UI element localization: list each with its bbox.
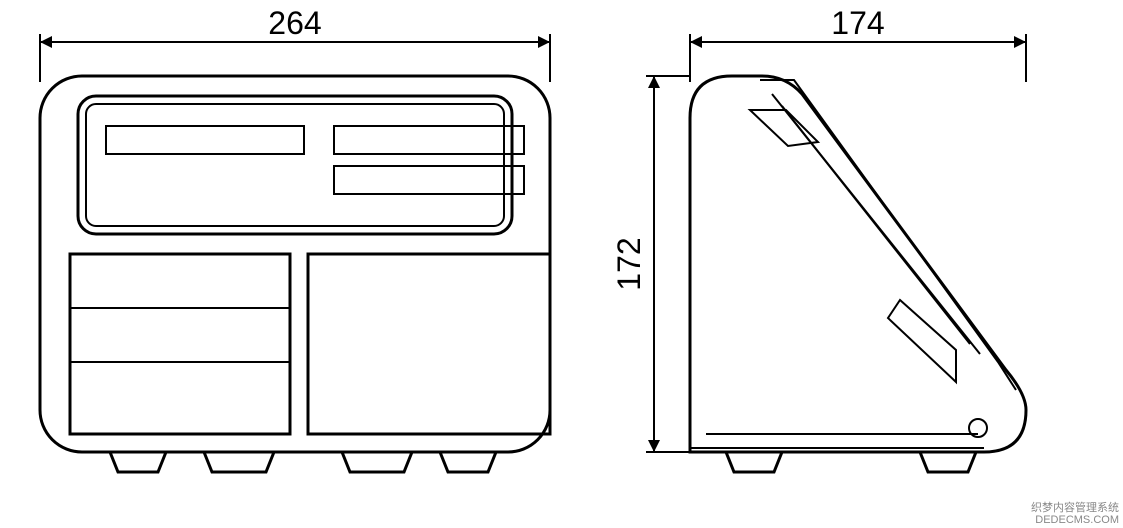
svg-text:174: 174 xyxy=(831,5,884,41)
svg-text:264: 264 xyxy=(268,5,321,41)
watermark-line2: DEDECMS.COM xyxy=(1031,514,1119,526)
side-view xyxy=(690,76,1026,472)
front-view xyxy=(40,76,550,472)
watermark: 织梦内容管理系统 DEDECMS.COM xyxy=(1031,502,1119,526)
watermark-line1: 织梦内容管理系统 xyxy=(1031,502,1119,514)
svg-text:172: 172 xyxy=(611,237,647,290)
technical-drawing: 264 174 172 xyxy=(0,0,1123,528)
